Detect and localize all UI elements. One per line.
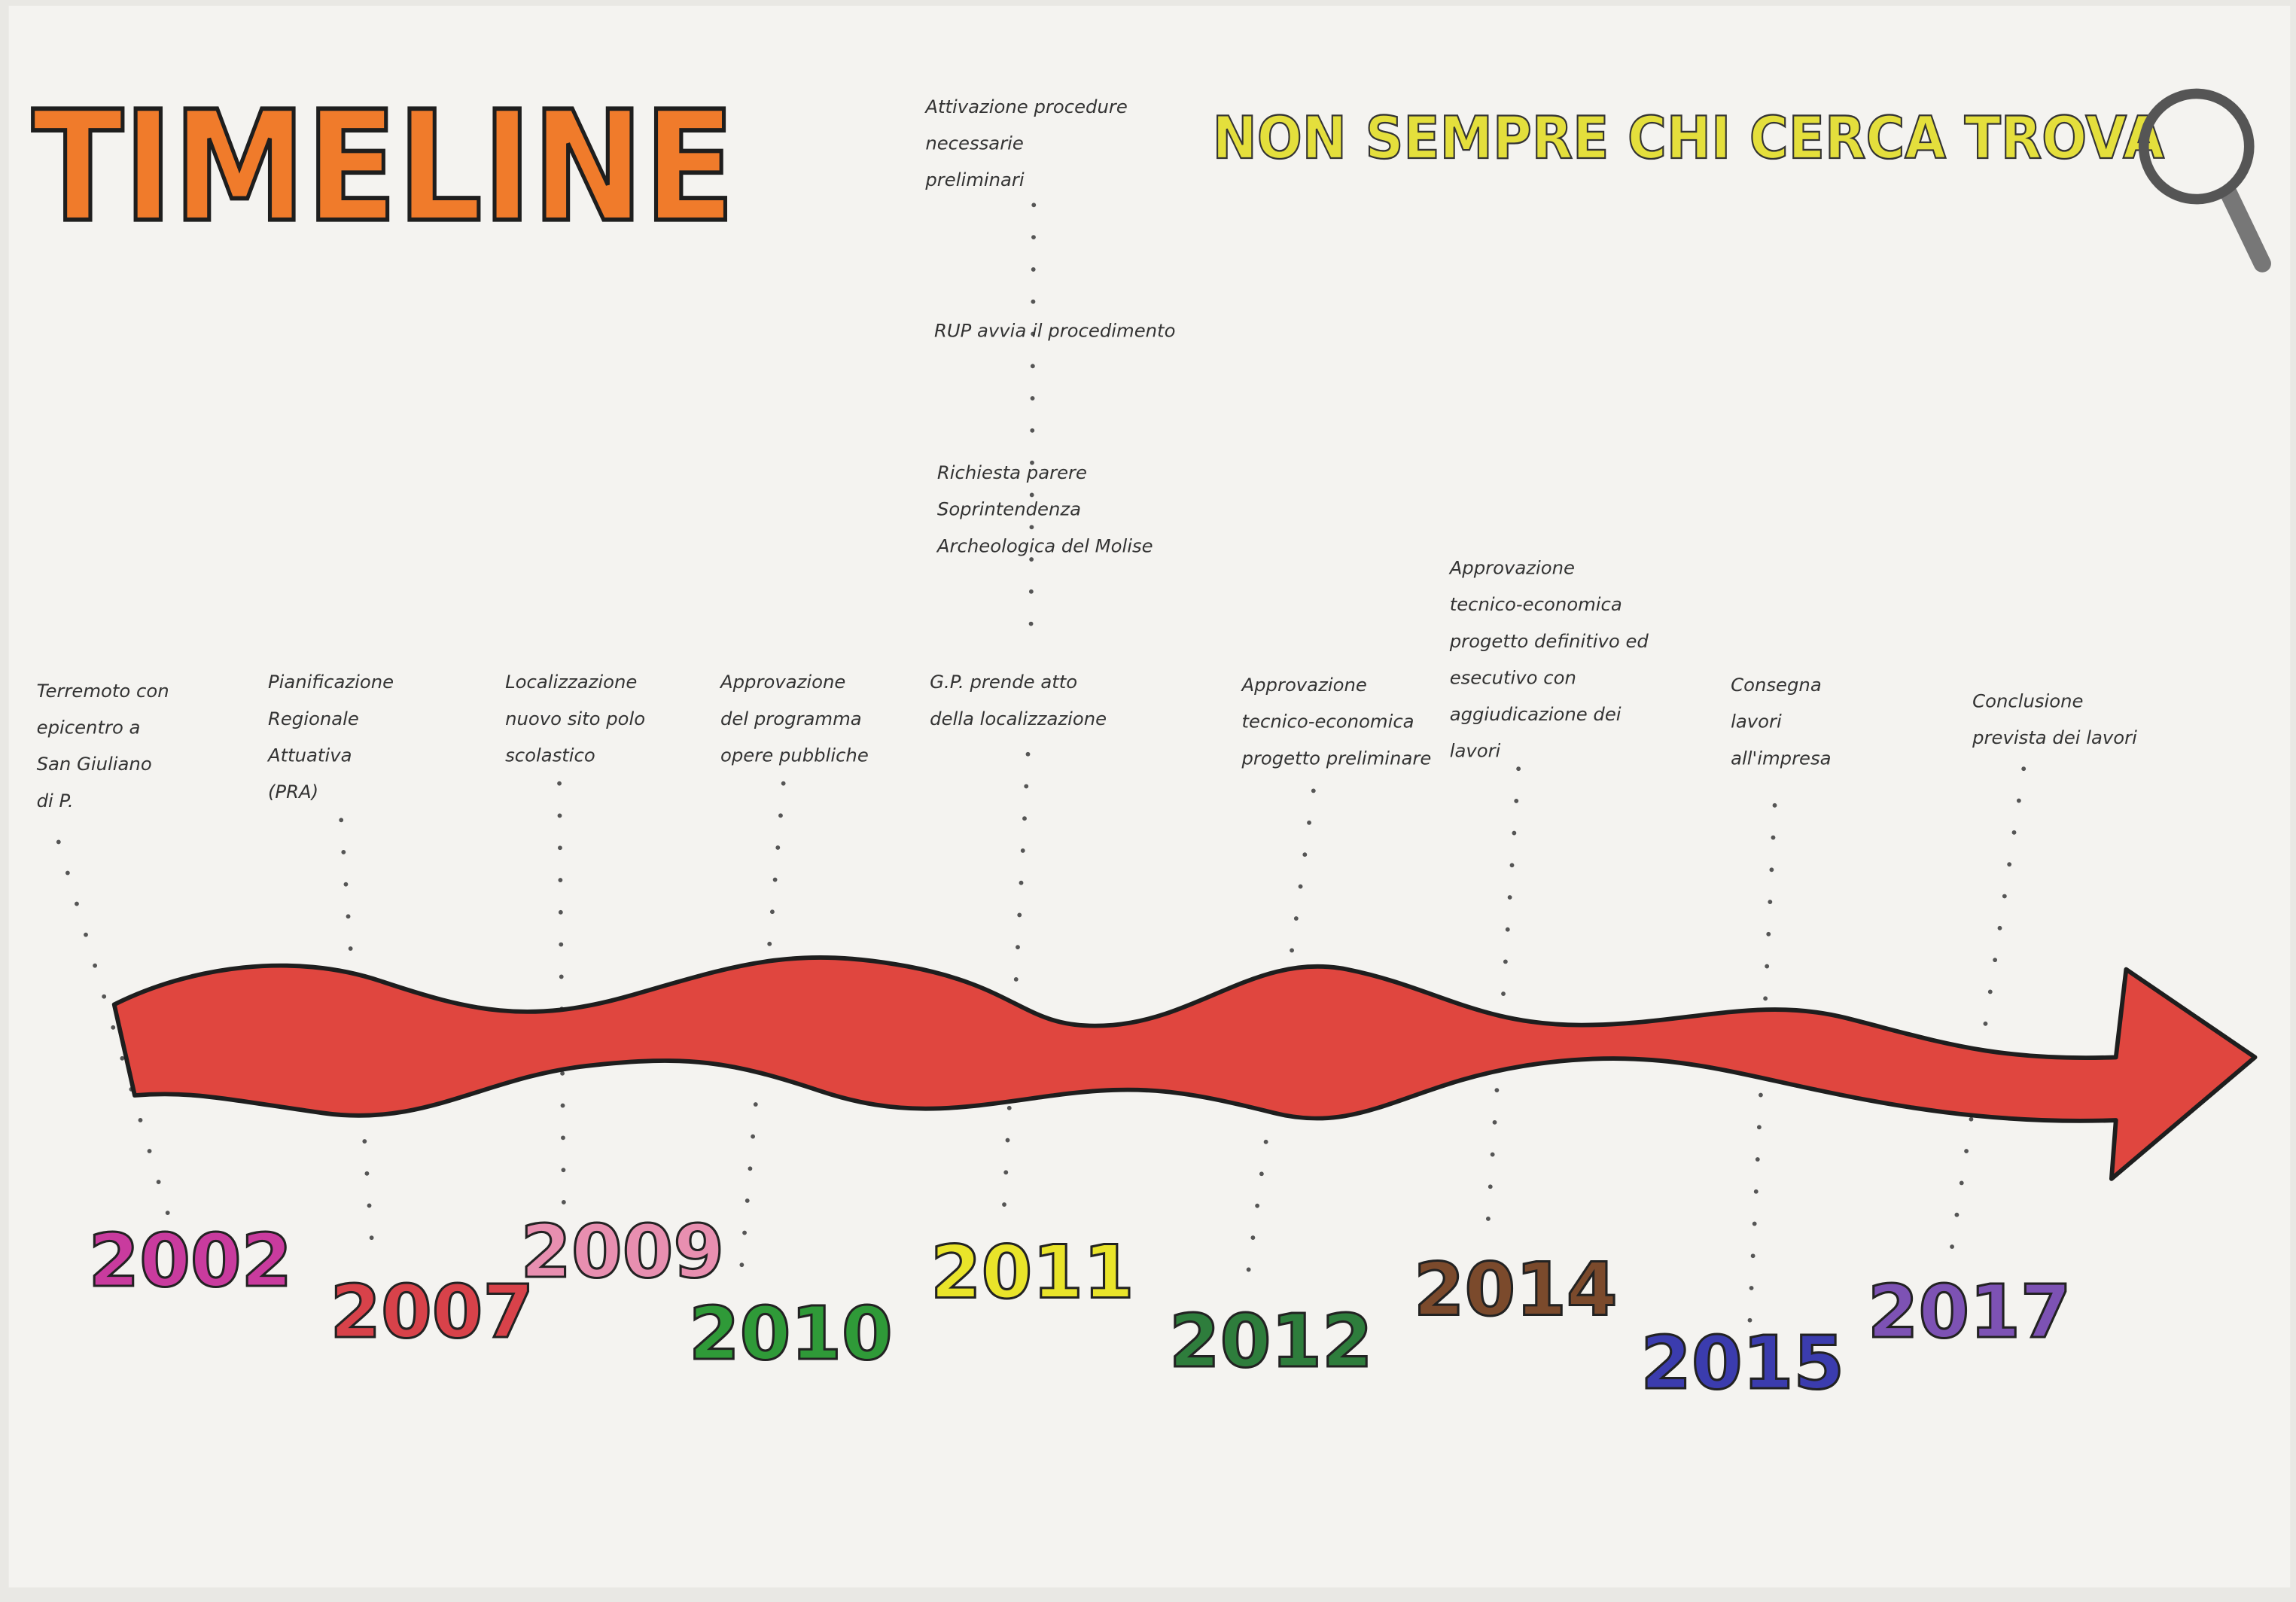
event-text-line: scolastico — [505, 744, 595, 766]
event-year: 2014 — [1414, 1247, 1618, 1332]
event-text-line: epicentro a — [37, 717, 141, 739]
event-text-line: prevista dei lavori — [1972, 726, 2137, 748]
event-text-line: lavori — [1731, 711, 1782, 732]
event-text-line: nuovo sito polo — [505, 708, 645, 729]
event-text-line: Approvazione — [1448, 557, 1575, 579]
labels-layer: Terremoto con epicentro a San Giuliano di P… — [37, 96, 2137, 1407]
event-text-line: Attivazione procedure — [924, 96, 1127, 117]
title: TIMELINE — [32, 78, 735, 256]
event-year: 2017 — [1868, 1269, 2072, 1354]
dotted-connector — [56, 839, 171, 1218]
magnifier-icon — [2138, 88, 2271, 273]
paper — [8, 5, 2291, 1588]
event-text-line: Pianificazione — [268, 671, 394, 693]
event-text-line: G.P. prende atto — [930, 671, 1077, 693]
event-text-line: necessarie — [925, 132, 1024, 154]
event-text-line: Regionale — [268, 708, 359, 729]
event-text-line: aggiudicazione dei — [1450, 703, 1622, 725]
dotted-connector — [1945, 766, 2027, 1280]
event-text-line: San Giuliano — [37, 753, 152, 775]
event-year: 2010 — [689, 1291, 893, 1376]
event-text-line: progetto definitivo ed — [1449, 630, 1649, 652]
event-text-line: Conclusione — [1972, 690, 2083, 712]
event-text-line: (PRA) — [268, 781, 318, 803]
event-text-line: Richiesta parere — [937, 461, 1087, 483]
event-text-line: preliminari — [924, 169, 1025, 190]
event-text-line: tecnico-economica — [1241, 711, 1414, 732]
event-text-line: Attuativa — [266, 744, 352, 766]
event-year: 2002 — [89, 1218, 293, 1303]
event-year: 2009 — [520, 1209, 724, 1294]
event-text-line: del programma — [720, 708, 862, 729]
timeline-arrow — [111, 955, 2258, 1181]
event-text-line: Localizzazione — [505, 671, 637, 693]
event-text-line: progetto preliminare — [1241, 747, 1431, 769]
event-text-line: Approvazione — [719, 671, 845, 693]
slogan: NON SEMPRE CHI CERCA TROVA — [1213, 105, 2164, 172]
event-text-line: Archeologica del Molise — [936, 535, 1153, 556]
event-year: 2012 — [1169, 1299, 1373, 1384]
event-text-line: della localizzazione — [930, 708, 1107, 729]
event-text-line: lavori — [1450, 740, 1501, 762]
event-year: 2015 — [1640, 1320, 1844, 1406]
event-text-line: esecutivo con — [1450, 666, 1576, 688]
event-text-line: RUP avvia il procedimento — [934, 319, 1175, 341]
event-year: 2007 — [330, 1269, 534, 1354]
event-year: 2011 — [930, 1229, 1134, 1314]
event-text-line: Soprintendenza — [937, 498, 1081, 520]
event-text-line: Consegna — [1731, 674, 1822, 696]
event-text-line: tecnico-economica — [1450, 593, 1622, 615]
event-text-line: Approvazione — [1240, 674, 1366, 696]
event-text-line: di P. — [37, 790, 74, 812]
event-text-line: Terremoto con — [37, 680, 169, 702]
event-text-line: all'impresa — [1731, 747, 1831, 769]
event-text-line: opere pubbliche — [720, 744, 869, 766]
